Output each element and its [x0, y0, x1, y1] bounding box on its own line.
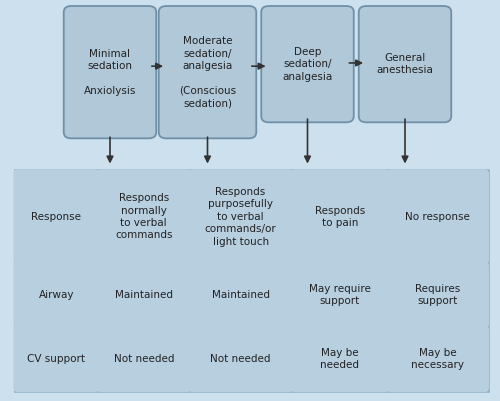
- Text: May be
needed: May be needed: [320, 348, 360, 370]
- Text: Not needed: Not needed: [114, 354, 174, 364]
- FancyBboxPatch shape: [290, 169, 390, 264]
- Text: General
anesthesia: General anesthesia: [376, 53, 434, 75]
- Text: Deep
sedation/
analgesia: Deep sedation/ analgesia: [282, 47, 333, 81]
- Text: May be
necessary: May be necessary: [412, 348, 465, 370]
- FancyBboxPatch shape: [387, 326, 489, 392]
- Text: Responds
normally
to verbal
commands: Responds normally to verbal commands: [115, 193, 172, 240]
- FancyBboxPatch shape: [387, 262, 489, 328]
- Text: Maintained: Maintained: [212, 290, 270, 300]
- FancyBboxPatch shape: [14, 169, 99, 264]
- FancyBboxPatch shape: [359, 6, 452, 122]
- Text: May require
support: May require support: [309, 284, 371, 306]
- FancyBboxPatch shape: [387, 169, 489, 264]
- FancyBboxPatch shape: [15, 170, 488, 391]
- FancyBboxPatch shape: [14, 326, 99, 392]
- Text: Requires
support: Requires support: [416, 284, 461, 306]
- Text: Response: Response: [32, 212, 82, 222]
- Text: Not needed: Not needed: [210, 354, 271, 364]
- FancyBboxPatch shape: [188, 262, 293, 328]
- Text: Responds
to pain: Responds to pain: [314, 206, 365, 228]
- Text: Maintained: Maintained: [115, 290, 173, 300]
- Text: Moderate
sedation/
analgesia

(Conscious
sedation): Moderate sedation/ analgesia (Conscious …: [179, 36, 236, 108]
- FancyBboxPatch shape: [96, 326, 192, 392]
- FancyBboxPatch shape: [261, 6, 354, 122]
- Text: Minimal
sedation

Anxiolysis: Minimal sedation Anxiolysis: [84, 49, 136, 96]
- FancyBboxPatch shape: [64, 6, 156, 138]
- FancyBboxPatch shape: [188, 169, 293, 264]
- Text: Responds
purposefully
to verbal
commands/or
light touch: Responds purposefully to verbal commands…: [204, 187, 277, 247]
- Text: No response: No response: [406, 212, 470, 222]
- FancyBboxPatch shape: [290, 326, 390, 392]
- FancyBboxPatch shape: [14, 262, 99, 328]
- FancyBboxPatch shape: [188, 326, 293, 392]
- FancyBboxPatch shape: [96, 169, 192, 264]
- FancyBboxPatch shape: [290, 262, 390, 328]
- FancyBboxPatch shape: [96, 262, 192, 328]
- Text: CV support: CV support: [28, 354, 86, 364]
- Text: Airway: Airway: [38, 290, 74, 300]
- FancyBboxPatch shape: [158, 6, 256, 138]
